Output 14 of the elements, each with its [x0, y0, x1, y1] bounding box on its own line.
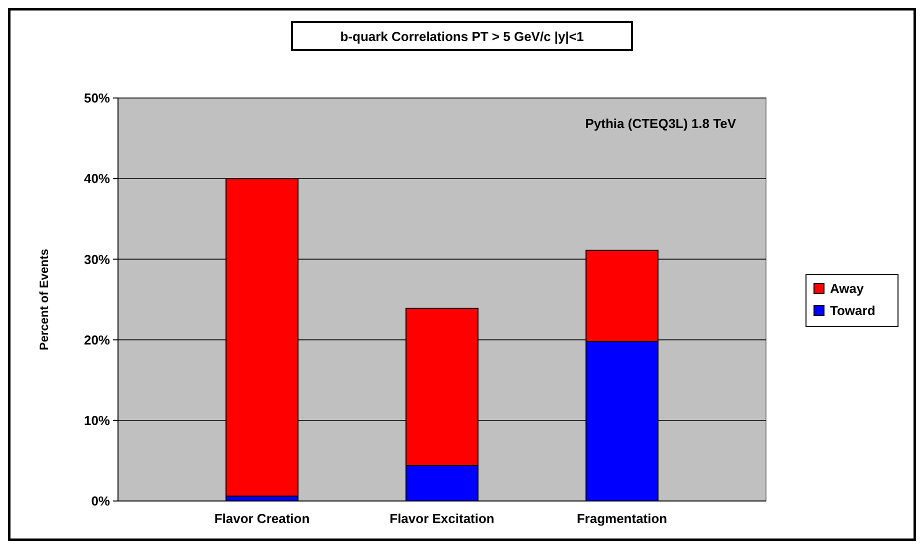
x-tick-label: Flavor Excitation	[390, 511, 494, 526]
y-tick-label: 50%	[84, 90, 110, 106]
chart-title: b-quark Correlations PT > 5 GeV/c |y|<1	[340, 29, 584, 44]
y-tick-label: 0%	[91, 494, 110, 509]
legend-label: Away	[830, 281, 864, 296]
y-tick-label: 20%	[84, 332, 110, 348]
y-tick-label: 40%	[84, 171, 110, 186]
legend-label: Toward	[830, 303, 876, 318]
y-tick-label: 30%	[84, 252, 110, 267]
x-tick-label: Fragmentation	[576, 511, 668, 526]
y-tick-label: 10%	[84, 412, 110, 428]
annotation: Pythia (CTEQ3L) 1.8 TeV	[585, 116, 736, 131]
y-axis-title: Percent of Events	[37, 248, 51, 350]
x-tick-label: Flavor Creation	[214, 511, 310, 526]
